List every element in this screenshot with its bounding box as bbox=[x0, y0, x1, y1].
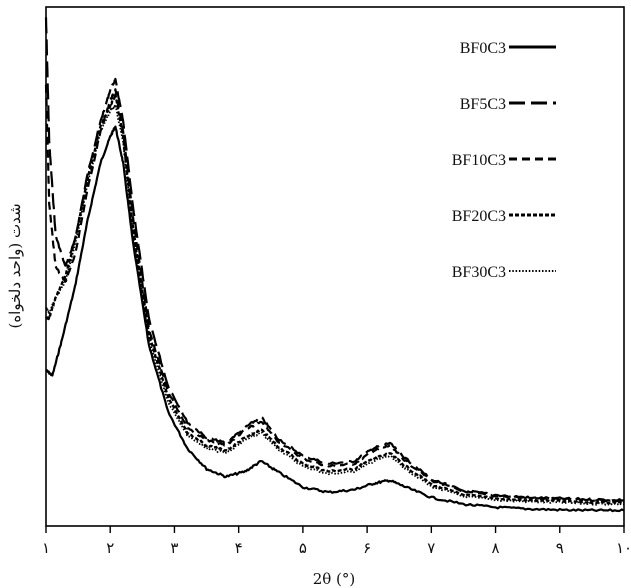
x-tick-label: ٨ bbox=[492, 539, 500, 557]
legend-label-bf20c3: BF20C3 bbox=[452, 208, 506, 225]
x-tick-label: ٧ bbox=[427, 539, 435, 557]
series-line-bf30c3 bbox=[45, 104, 625, 506]
x-tick-label: ۶ bbox=[363, 539, 371, 557]
series-line-bf0c3 bbox=[45, 125, 625, 513]
series-line-bf20c3 bbox=[45, 93, 625, 505]
legend-label-bf30c3: BF30C3 bbox=[452, 264, 506, 281]
legend-label-bf5c3: BF5C3 bbox=[460, 96, 506, 113]
x-tick-label: ٩ bbox=[556, 539, 564, 557]
x-axis-title: 2θ (°) bbox=[313, 570, 356, 588]
legend-label-bf0c3: BF0C3 bbox=[460, 40, 506, 57]
series-line-bf10c3 bbox=[44, 84, 625, 503]
x-tick-label: ۴ bbox=[235, 539, 243, 557]
y-axis-title: شدت (واحد دلخواه) bbox=[6, 203, 24, 328]
x-axis-ticks: ١ ٢ ٣ ۴ ۵ ۶ ٧ ٨ ٩ ١٠ bbox=[42, 526, 631, 557]
series-layer bbox=[44, 17, 625, 513]
legend-label-bf10c3: BF10C3 bbox=[452, 152, 506, 169]
x-tick-label: ٢ bbox=[106, 539, 114, 557]
x-tick-label: ۵ bbox=[299, 539, 307, 557]
x-tick-label: ١٠ bbox=[616, 539, 631, 557]
x-tick-label: ١ bbox=[42, 539, 50, 557]
series-line-bf5c3 bbox=[44, 17, 625, 502]
legend: BF0C3 BF5C3 BF10C3 BF20C3 BF30C3 bbox=[452, 40, 556, 281]
plot-frame bbox=[45, 6, 625, 527]
x-tick-label: ٣ bbox=[170, 539, 178, 557]
